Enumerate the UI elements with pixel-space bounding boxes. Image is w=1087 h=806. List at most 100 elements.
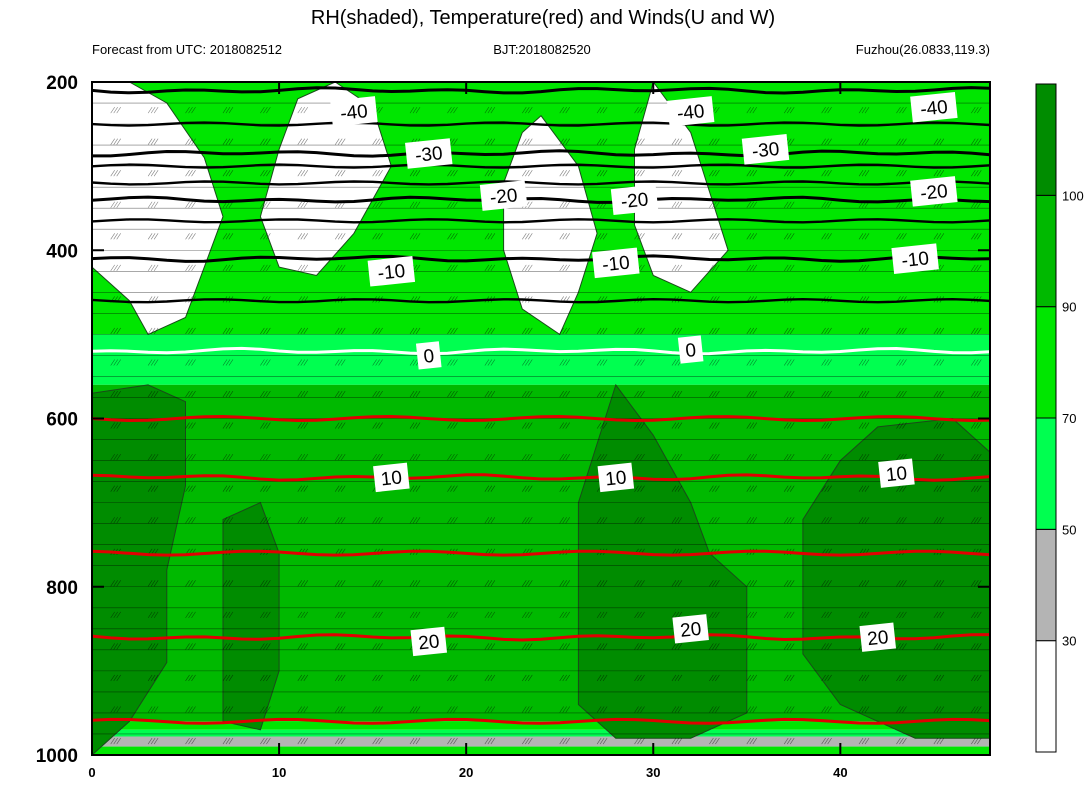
wind-barb bbox=[786, 674, 792, 682]
wind-barb bbox=[789, 453, 795, 461]
wind-barb bbox=[525, 611, 530, 619]
wind-barb bbox=[225, 422, 231, 429]
contour-labels: -40 -40 -40 -30 -30 -20 -20 -20 -10 -10 -10 0 0 10 10 1… bbox=[330, 91, 958, 657]
colorbar-label: 50 bbox=[1062, 522, 1076, 537]
wind-barb bbox=[977, 327, 982, 335]
wind-barb bbox=[821, 643, 826, 650]
wind-barb bbox=[525, 674, 530, 682]
wind-barb bbox=[824, 170, 829, 177]
wind-barb bbox=[933, 453, 939, 461]
wind-barb bbox=[902, 485, 907, 492]
wind-barb bbox=[372, 453, 377, 461]
wind-barb bbox=[412, 485, 418, 492]
wind-barb bbox=[303, 580, 309, 587]
wind-barb bbox=[565, 485, 570, 492]
wind-barb bbox=[228, 170, 234, 177]
wind-barb bbox=[861, 106, 867, 114]
wind-barb bbox=[634, 643, 639, 650]
contour-label-box bbox=[910, 176, 958, 207]
wind-barb bbox=[147, 201, 153, 208]
wind-barb bbox=[378, 138, 383, 145]
wind-barb bbox=[637, 517, 642, 524]
wind-barb bbox=[450, 706, 455, 713]
wind-barb bbox=[191, 580, 196, 587]
wind-barb bbox=[412, 106, 418, 114]
wind-barb bbox=[599, 138, 605, 145]
wind-barb bbox=[902, 201, 907, 208]
wind-barb bbox=[596, 233, 602, 240]
contour-label: -10 bbox=[592, 247, 640, 279]
wind-barb bbox=[297, 422, 303, 429]
wind-barb bbox=[113, 453, 118, 461]
wind-barb bbox=[640, 517, 645, 524]
wind-barb bbox=[861, 264, 867, 272]
wind-barb bbox=[225, 706, 231, 713]
wind-barb bbox=[752, 233, 758, 240]
wind-barb bbox=[110, 643, 115, 650]
wind-barb bbox=[559, 517, 564, 524]
wind-barb bbox=[565, 201, 570, 208]
wind-barb bbox=[789, 706, 795, 713]
wind-barb bbox=[300, 359, 306, 366]
wind-barb bbox=[974, 422, 979, 429]
wind-barb bbox=[337, 706, 343, 713]
wind-barb bbox=[412, 706, 418, 713]
wind-barb bbox=[936, 611, 942, 619]
wind-barb bbox=[974, 706, 979, 713]
wind-barb bbox=[864, 390, 870, 398]
wind-barb bbox=[677, 453, 683, 461]
wind-barb bbox=[789, 264, 795, 272]
wind-barb bbox=[746, 611, 752, 619]
wind-barb bbox=[263, 611, 268, 619]
wind-barb bbox=[858, 517, 864, 524]
contour-label-box bbox=[415, 341, 442, 370]
contour-label: 10 bbox=[373, 462, 410, 493]
wind-barb bbox=[147, 359, 153, 366]
wind-barb bbox=[484, 611, 490, 619]
wind-barb bbox=[709, 706, 714, 713]
wind-barb bbox=[821, 737, 826, 745]
wind-barb bbox=[116, 485, 121, 492]
wind-barb bbox=[150, 264, 156, 272]
wind-barb bbox=[939, 706, 945, 713]
wind-barb bbox=[671, 201, 677, 208]
wind-barb bbox=[596, 390, 602, 398]
wind-barb bbox=[709, 453, 714, 461]
wind-barb bbox=[153, 264, 159, 272]
wind-barb bbox=[150, 485, 156, 492]
wind-barb bbox=[334, 706, 340, 713]
wind-barb bbox=[864, 737, 870, 745]
wind-barb bbox=[110, 422, 115, 429]
wind-barb bbox=[933, 233, 939, 240]
contour-label-text: 10 bbox=[885, 463, 908, 486]
wind-barb bbox=[453, 485, 458, 492]
wind-barb bbox=[528, 485, 533, 492]
wind-barb bbox=[936, 390, 942, 398]
wind-barb bbox=[709, 138, 714, 145]
wind-barb bbox=[789, 737, 795, 745]
wind-barb bbox=[974, 517, 979, 524]
wind-barb bbox=[225, 737, 231, 745]
wind-barb bbox=[487, 517, 493, 524]
wind-barb bbox=[712, 359, 717, 366]
wind-barb bbox=[484, 106, 490, 114]
wind-barb bbox=[372, 674, 377, 682]
wind-barb bbox=[450, 201, 455, 208]
wind-barb bbox=[260, 611, 265, 619]
wind-barb bbox=[447, 485, 452, 492]
colorbar-swatch bbox=[1035, 306, 1057, 419]
wind-barb bbox=[185, 422, 190, 429]
wind-barb bbox=[303, 264, 309, 272]
x-tick-label: 10 bbox=[272, 765, 286, 780]
wind-barb bbox=[562, 106, 567, 114]
wind-barb bbox=[453, 359, 458, 366]
wind-barb bbox=[637, 233, 642, 240]
wind-barb bbox=[821, 706, 826, 713]
wind-barb bbox=[487, 359, 493, 366]
wind-barb bbox=[971, 233, 976, 240]
wind-barb bbox=[340, 453, 346, 461]
wind-barb bbox=[225, 264, 231, 272]
wind-barb bbox=[637, 170, 642, 177]
wind-barb bbox=[300, 233, 306, 240]
wind-barb bbox=[188, 580, 193, 587]
